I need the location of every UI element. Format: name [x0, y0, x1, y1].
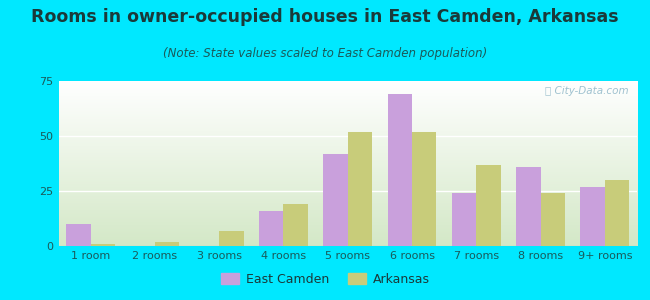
- Legend: East Camden, Arkansas: East Camden, Arkansas: [216, 268, 434, 291]
- Bar: [90, 244, 115, 246]
- Bar: [66, 224, 90, 246]
- Bar: [412, 132, 436, 246]
- Bar: [348, 132, 372, 246]
- Bar: [283, 204, 308, 246]
- Bar: [541, 193, 565, 246]
- Bar: [387, 94, 412, 246]
- Bar: [580, 187, 605, 246]
- Bar: [323, 154, 348, 246]
- Text: Rooms in owner-occupied houses in East Camden, Arkansas: Rooms in owner-occupied houses in East C…: [31, 8, 619, 26]
- Bar: [219, 231, 244, 246]
- Bar: [516, 167, 541, 246]
- Bar: [476, 165, 500, 246]
- Bar: [259, 211, 283, 246]
- Bar: [155, 242, 179, 246]
- Text: Ⓜ City-Data.com: Ⓜ City-Data.com: [545, 86, 629, 96]
- Text: (Note: State values scaled to East Camden population): (Note: State values scaled to East Camde…: [163, 46, 487, 59]
- Bar: [605, 180, 629, 246]
- Bar: [452, 193, 476, 246]
